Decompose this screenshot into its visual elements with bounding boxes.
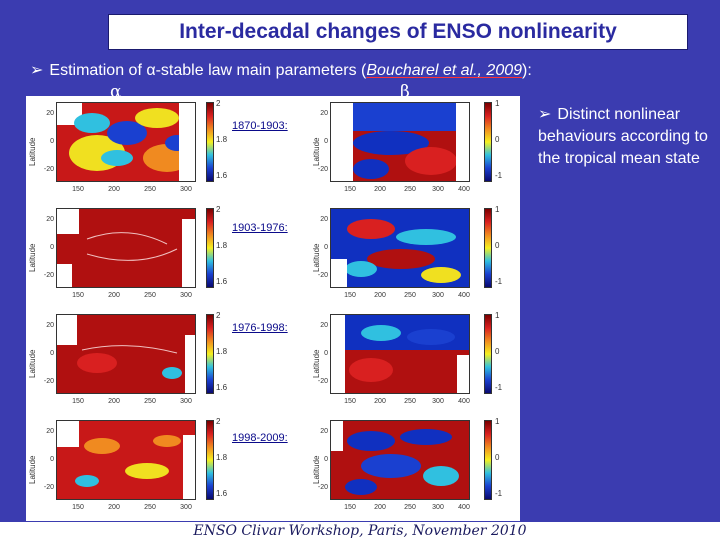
alpha-x-ticks: 150 200 250 300 [72,186,192,193]
alpha-colorbar [206,208,214,288]
beta-column-label: β [400,82,410,102]
alpha-colorbar [206,314,214,394]
beta-x-ticks: 150 200 250 300 400 [344,292,470,299]
bullet-prefix: Estimation of [49,62,147,79]
alpha-y-axis-label: Latitude [28,455,37,484]
period-label: 1998-2009: [232,432,288,444]
map-row-1976-1998: Latitude 20 0 -20 150 200 250 300 2 1.8 1.6 197… [26,308,520,413]
parameter-maps-figure: Latitude 20 0 -20 150 200 250 300 2 1.8 1.6 [26,96,520,521]
alpha-y-ticks: 20 0 -20 [43,216,54,279]
alpha-map [56,208,196,288]
beta-x-ticks: 150 200 250 300 400 [344,186,470,193]
beta-colorbar [484,314,492,394]
alpha-x-ticks: 150 200 250 300 [72,398,192,405]
map-row-1998-2009: Latitude 20 0 -20 150 200 250 300 2 1.8 1.6 199… [26,414,520,519]
alpha-map [56,420,196,500]
period-label: 1870-1903: [232,120,288,132]
map-row-1870-1903: Latitude 20 0 -20 150 200 250 300 2 1.8 1.6 [26,96,520,201]
alpha-colorbar [206,420,214,500]
bullet-alpha: α [146,62,156,79]
alpha-x-ticks: 150 200 250 300 [72,504,192,511]
beta-y-ticks: 20 0 -20 [317,322,328,385]
beta-x-ticks: 150 200 250 300 400 [344,504,470,511]
beta-map [330,102,470,182]
bullet-arrow-icon: ➢ [538,106,552,123]
beta-colorbar [484,208,492,288]
alpha-x-ticks: 150 200 250 300 [72,292,192,299]
alpha-map [56,314,196,394]
beta-map [330,314,470,394]
alpha-y-axis-label: Latitude [28,243,37,272]
period-label: 1976-1998: [232,322,288,334]
bullet-estimation: ➢ Estimation of α-stable law main paramet… [30,60,532,80]
beta-colorbar [484,420,492,500]
side-note: ➢ Distinct nonlinear behaviours according… [538,104,718,170]
alpha-y-ticks: 20 0 -20 [43,110,54,173]
side-note-text: Distinct nonlinear behaviours according … [538,106,708,167]
beta-colorbar [484,102,492,182]
slide-title: Inter-decadal changes of ENSO nonlineari… [179,20,617,43]
bullet-arrow-icon: ➢ [30,62,44,79]
beta-map [330,420,470,500]
alpha-column-label: α [110,82,122,102]
alpha-y-ticks: 20 0 -20 [43,428,54,491]
alpha-colorbar [206,102,214,182]
beta-y-ticks: 20 0 -20 [317,110,328,173]
bullet-reference: Boucharel et al., 2009 [366,62,523,79]
alpha-y-axis-label: Latitude [28,349,37,378]
bullet-mid: -stable law main parameters ( [155,62,367,79]
bullet-end: ): [522,62,532,79]
slide-title-box: Inter-decadal changes of ENSO nonlineari… [108,14,688,50]
map-row-1903-1976: Latitude 20 0 -20 150 200 250 300 2 1.8 1.6 190… [26,202,520,307]
alpha-map [56,102,196,182]
beta-y-ticks: 20 0 -20 [317,428,328,491]
footer-text: ENSO Clivar Workshop, Paris, November 20… [193,523,527,539]
footer: ENSO Clivar Workshop, Paris, November 20… [0,522,720,540]
period-label: 1903-1976: [232,222,288,234]
beta-x-ticks: 150 200 250 300 400 [344,398,470,405]
beta-map [330,208,470,288]
alpha-y-ticks: 20 0 -20 [43,322,54,385]
alpha-y-axis-label: Latitude [28,137,37,166]
beta-y-ticks: 20 0 -20 [317,216,328,279]
